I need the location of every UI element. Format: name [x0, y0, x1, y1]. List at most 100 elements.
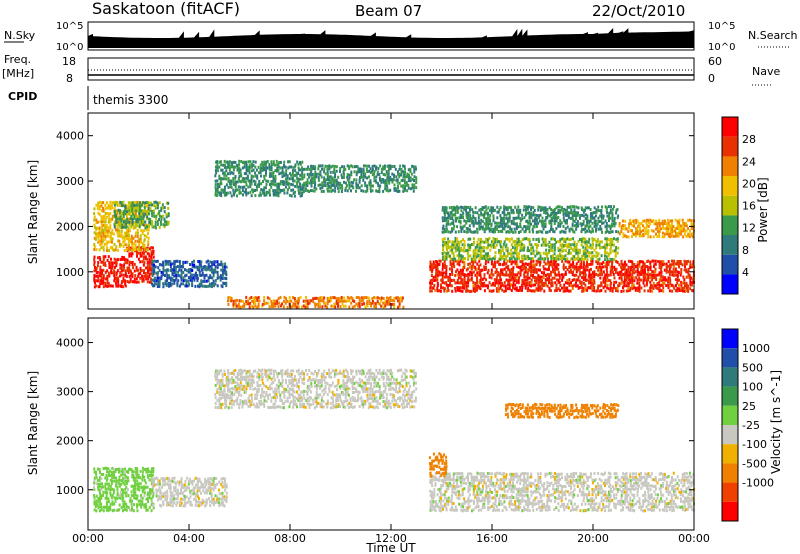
data-cell — [586, 268, 589, 272]
data-cell — [488, 289, 491, 293]
data-cell — [506, 249, 509, 253]
data-cell — [576, 219, 579, 223]
data-cell — [531, 219, 534, 223]
data-cell — [141, 279, 144, 283]
data-cell — [589, 208, 592, 211]
data-cell — [523, 225, 526, 229]
data-cell — [678, 230, 681, 233]
data-cell — [466, 252, 469, 255]
data-cell — [129, 210, 132, 214]
data-cell — [249, 301, 252, 305]
data-cell — [368, 169, 371, 173]
data-cell — [314, 167, 317, 171]
data-cell — [472, 265, 475, 269]
data-cell — [627, 281, 630, 285]
data-cell — [358, 186, 361, 190]
data-cell — [287, 160, 290, 164]
data-cell — [323, 167, 326, 171]
data-cell — [617, 284, 620, 288]
data-cell — [185, 284, 188, 288]
data-cell — [508, 214, 511, 218]
data-cell — [555, 213, 558, 217]
data-cell — [205, 279, 208, 283]
data-cell — [602, 280, 605, 284]
data-cell — [268, 165, 271, 169]
data-cell — [136, 229, 139, 232]
data-cell — [503, 221, 505, 225]
data-cell — [120, 482, 123, 486]
data-cell — [485, 284, 488, 288]
data-cell — [258, 194, 261, 198]
data-cell — [355, 296, 358, 300]
data-cell — [472, 222, 475, 226]
data-cell — [335, 300, 338, 303]
data-cell — [189, 268, 192, 271]
data-cell — [677, 262, 680, 266]
data-cell — [121, 499, 124, 503]
data-cell — [585, 262, 588, 266]
noise-panel: N.Sky 10^5 10^0 10^5 10^0 N.Search — [4, 21, 798, 53]
data-cell — [222, 281, 225, 285]
data-cell — [100, 473, 103, 476]
data-cell — [538, 219, 541, 223]
data-cell — [611, 222, 614, 226]
data-cell — [126, 266, 129, 270]
data-cell — [599, 284, 602, 288]
data-cell — [479, 273, 482, 277]
data-cell — [443, 237, 446, 241]
data-cell — [118, 496, 121, 500]
data-cell — [339, 167, 342, 170]
data-cell — [467, 284, 470, 288]
data-cell — [245, 191, 248, 194]
data-cell — [597, 273, 600, 277]
data-cell — [661, 281, 664, 285]
data-cell — [116, 231, 119, 235]
data-cell — [250, 182, 253, 186]
data-cell — [333, 302, 336, 306]
data-cell — [528, 280, 531, 284]
data-cell — [122, 200, 125, 204]
data-cell — [171, 271, 174, 275]
data-cell — [279, 295, 282, 299]
data-cell — [113, 473, 116, 477]
data-cell — [622, 289, 625, 293]
data-cell — [494, 208, 496, 212]
data-cell — [127, 271, 130, 275]
data-cell — [97, 497, 100, 501]
data-cell — [521, 264, 524, 268]
data-cell — [387, 172, 390, 176]
data-cell — [571, 205, 574, 209]
data-cell — [477, 221, 480, 225]
data-cell — [229, 191, 232, 195]
data-cell — [295, 171, 298, 175]
data-cell — [499, 273, 502, 276]
data-cell — [272, 174, 275, 178]
data-cell — [688, 232, 691, 236]
data-cell — [126, 217, 128, 221]
data-cell — [112, 491, 115, 495]
data-cell — [169, 284, 172, 288]
data-cell — [414, 165, 417, 169]
data-cell — [589, 262, 592, 266]
data-cell — [332, 178, 335, 182]
data-cell — [485, 208, 488, 212]
data-cell — [288, 299, 291, 303]
data-cell — [147, 207, 150, 210]
data-cell — [667, 230, 669, 233]
data-cell — [628, 224, 630, 228]
data-cell — [114, 499, 117, 503]
data-cell — [399, 164, 402, 168]
data-cell — [104, 482, 107, 486]
data-cell — [232, 299, 235, 303]
data-cell — [496, 273, 499, 277]
data-cell — [546, 272, 549, 276]
data-cell — [573, 205, 576, 209]
data-cell — [515, 225, 518, 228]
data-cell — [97, 482, 100, 486]
data-cell — [171, 273, 174, 277]
data-cell — [572, 265, 574, 269]
data-cell — [281, 166, 284, 170]
data-cell — [111, 473, 114, 477]
data-cell — [481, 256, 484, 260]
data-cell — [606, 262, 609, 266]
